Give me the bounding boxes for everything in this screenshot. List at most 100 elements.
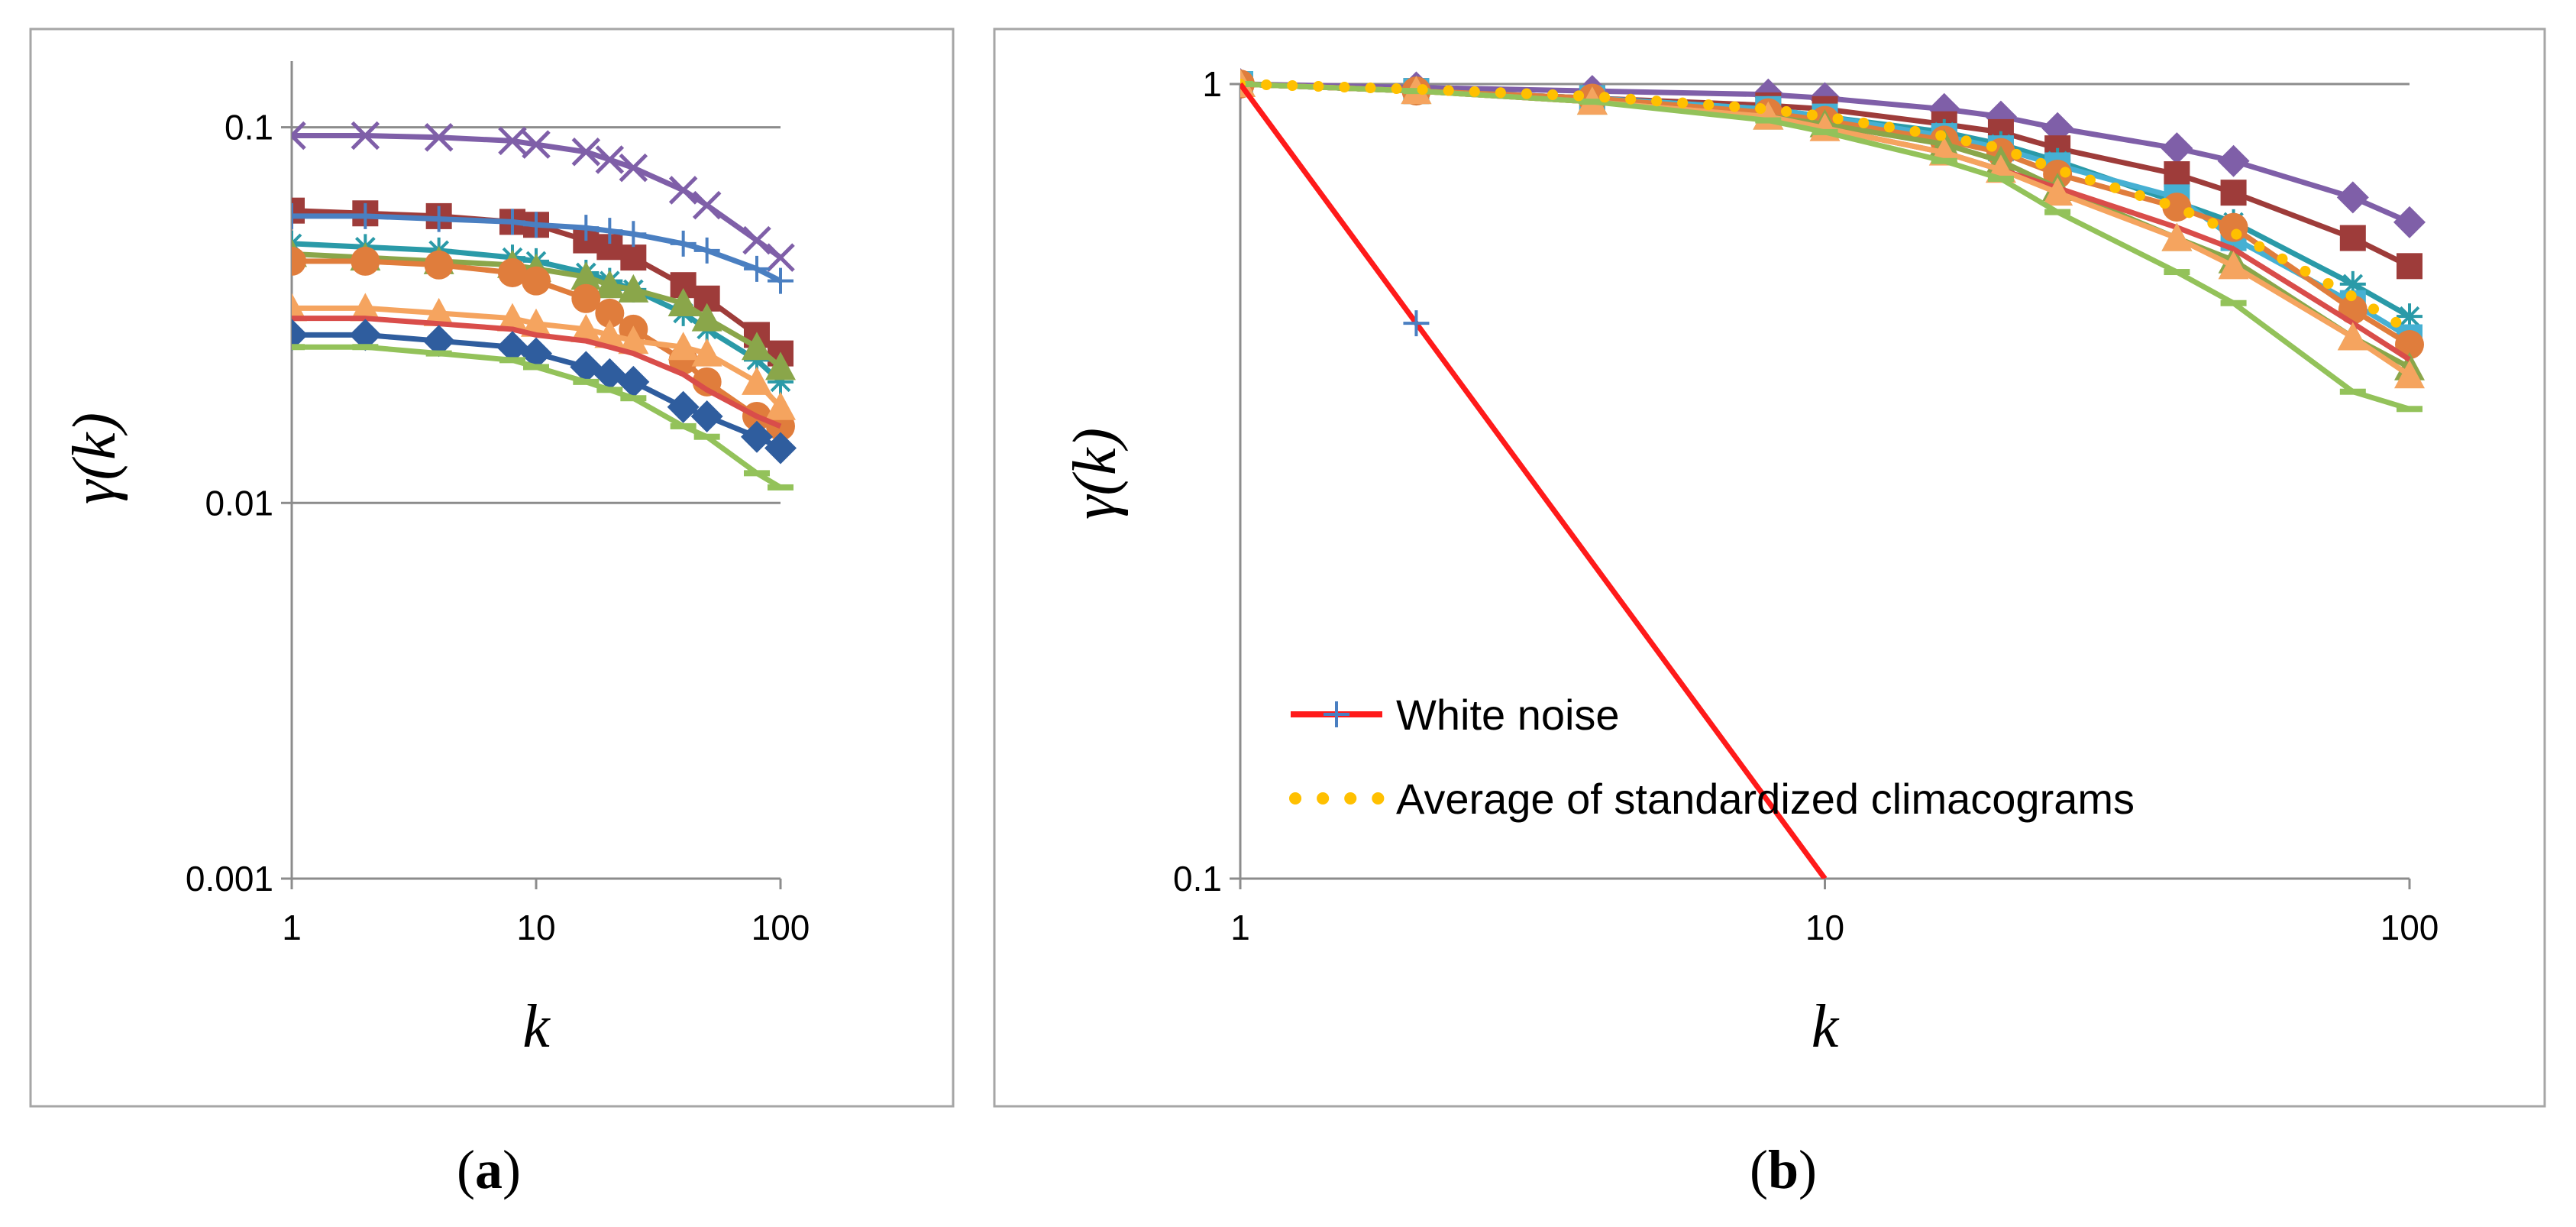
series-line: [292, 316, 782, 429]
data-point: [765, 391, 796, 420]
data-point: [2397, 303, 2422, 330]
panel-a-chart: 0.001 0.01 0.1 1 10 100 k γ(k): [61, 61, 810, 1060]
data-point: [570, 351, 603, 384]
data-point: [667, 390, 700, 423]
data-point: [620, 244, 647, 271]
y-tick-label: 0.1: [1173, 859, 1222, 898]
data-point: [596, 387, 623, 393]
data-point: [2337, 322, 2368, 351]
x-tick-label: 1: [1230, 908, 1250, 947]
data-point: [2336, 181, 2369, 214]
data-point: [523, 212, 549, 238]
data-point: [424, 123, 454, 152]
data-point: [741, 366, 772, 395]
data-point: [670, 422, 697, 429]
data-point: [352, 202, 379, 229]
data-point: [2339, 388, 2366, 395]
y-axis-title: γ(k): [61, 413, 128, 504]
data-point: [764, 432, 797, 465]
y-tick-label: 0.1: [225, 108, 273, 147]
data-point: [498, 126, 527, 156]
data-point: [425, 350, 452, 357]
data-point: [351, 246, 380, 276]
data-point: [349, 319, 382, 351]
y-tick-label: 1: [1202, 64, 1222, 104]
data-point: [618, 325, 649, 355]
legend-label: Average of standardized climacograms: [1396, 775, 2135, 823]
data-point: [2220, 299, 2247, 306]
data-point: [523, 364, 549, 371]
data-point: [765, 351, 796, 380]
legend: White noise Average of standardized clima…: [1289, 691, 2135, 823]
x-tick-label: 1: [282, 908, 302, 947]
data-point: [741, 332, 772, 361]
data-point: [520, 337, 552, 370]
data-point: [522, 130, 551, 159]
data-point: [496, 331, 528, 364]
data-point: [2161, 132, 2193, 165]
data-point: [2339, 270, 2366, 297]
data-point: [743, 470, 770, 477]
data-point: [571, 283, 601, 313]
x-tick-label: 10: [516, 908, 555, 947]
data-point: [573, 215, 600, 241]
series-line: [1240, 81, 2411, 347]
data-point: [496, 303, 528, 332]
data-point: [619, 153, 648, 183]
data-point: [1812, 128, 1838, 135]
data-point: [693, 237, 720, 264]
y-tick-label: 0.01: [205, 483, 273, 523]
data-point: [595, 298, 625, 328]
data-point: [595, 145, 625, 174]
x-tick-label: 10: [1805, 908, 1844, 947]
data-point: [692, 190, 722, 220]
data-point: [768, 267, 793, 294]
data-point: [1403, 310, 1430, 337]
data-point: [594, 319, 625, 348]
x-tick-label: 100: [2380, 908, 2439, 947]
data-point: [2217, 144, 2250, 177]
data-point: [499, 357, 525, 364]
data-point: [570, 261, 602, 290]
data-point: [292, 202, 305, 229]
series-group: [292, 121, 797, 490]
data-point: [617, 365, 650, 398]
caption-a: (a): [457, 1139, 521, 1200]
data-point: [2393, 206, 2426, 238]
data-point: [2044, 209, 2071, 215]
data-point: [620, 395, 647, 402]
data-point: [691, 338, 722, 367]
data-point: [2394, 360, 2425, 389]
data-point: [351, 121, 380, 151]
data-point: [2397, 253, 2422, 280]
data-point: [668, 176, 698, 205]
x-axis-title: k: [1812, 993, 1840, 1060]
data-point: [499, 209, 525, 235]
legend-swatch-marker: [1324, 701, 1349, 727]
data-point: [522, 266, 551, 296]
data-point: [292, 344, 305, 351]
data-point: [2164, 269, 2190, 276]
data-point: [594, 270, 625, 299]
data-point: [1931, 157, 1957, 164]
series-group: [1240, 68, 2426, 879]
data-point: [2339, 225, 2366, 251]
data-point: [593, 358, 626, 390]
data-point: [424, 250, 454, 280]
data-point: [2042, 177, 2073, 206]
data-point: [292, 246, 306, 276]
data-point: [497, 257, 527, 287]
data-point: [667, 287, 699, 316]
data-point: [692, 367, 722, 397]
data-point: [768, 368, 793, 395]
panel-a-frame: [29, 28, 955, 1108]
data-point: [742, 225, 771, 255]
data-point: [425, 206, 452, 232]
data-point: [1755, 117, 1782, 124]
data-point: [618, 274, 649, 303]
data-point: [1240, 81, 1253, 87]
data-point: [1987, 175, 2014, 182]
panel-b-frame: [993, 28, 2546, 1108]
data-point: [667, 332, 699, 361]
